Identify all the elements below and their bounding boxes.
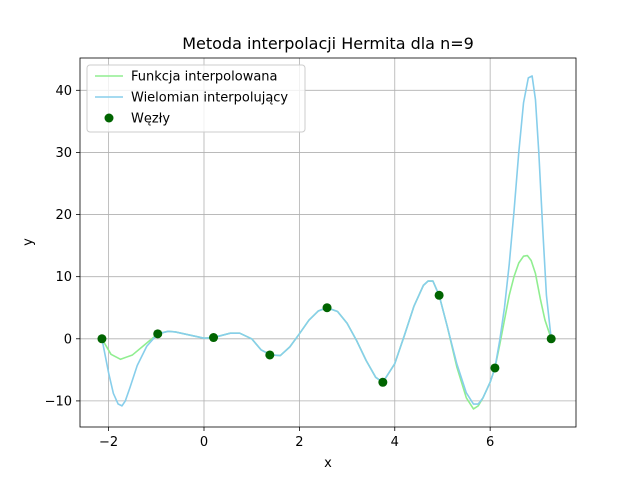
legend-label-2: Węzły bbox=[131, 112, 170, 127]
legend-box bbox=[86, 64, 306, 133]
node-point bbox=[97, 334, 107, 344]
series-layer bbox=[97, 75, 556, 410]
y-tick-label: 30 bbox=[55, 146, 72, 161]
y-axis-label: y bbox=[21, 238, 36, 246]
y-tick-label: 10 bbox=[55, 270, 72, 285]
x-tick-label: 2 bbox=[295, 435, 303, 450]
legend-label-1: Wielomian interpolujący bbox=[131, 91, 288, 106]
legend-label-0: Funkcja interpolowana bbox=[131, 70, 278, 85]
legend: Funkcja interpolowana Wielomian interpolu… bbox=[86, 64, 306, 133]
x-tick-label: 4 bbox=[391, 435, 399, 450]
ticks: −2 0 2 4 6 −10 0 10 20 30 40 bbox=[45, 84, 495, 450]
x-tick-label: 0 bbox=[200, 435, 208, 450]
legend-swatch-2 bbox=[104, 113, 114, 123]
y-tick-label: 20 bbox=[55, 208, 72, 223]
series-line-1 bbox=[101, 75, 552, 407]
chart-title: Metoda interpolacji Hermita dla n=9 bbox=[182, 34, 474, 53]
node-point bbox=[322, 303, 332, 313]
node-point bbox=[153, 329, 163, 339]
node-point bbox=[434, 290, 444, 300]
x-tick-label: 6 bbox=[486, 435, 494, 450]
node-point bbox=[378, 377, 388, 387]
y-tick-label: −10 bbox=[45, 394, 72, 409]
node-point bbox=[265, 350, 275, 360]
y-tick-label: 0 bbox=[64, 332, 72, 347]
series-line-0 bbox=[101, 254, 552, 410]
x-axis-label: x bbox=[324, 456, 332, 471]
axes-frame bbox=[79, 57, 577, 428]
node-point bbox=[546, 334, 556, 344]
node-point bbox=[490, 363, 500, 373]
plot-frame bbox=[79, 57, 577, 428]
y-tick-label: 40 bbox=[55, 84, 72, 99]
node-point bbox=[209, 333, 219, 343]
x-tick-label: −2 bbox=[99, 435, 118, 450]
